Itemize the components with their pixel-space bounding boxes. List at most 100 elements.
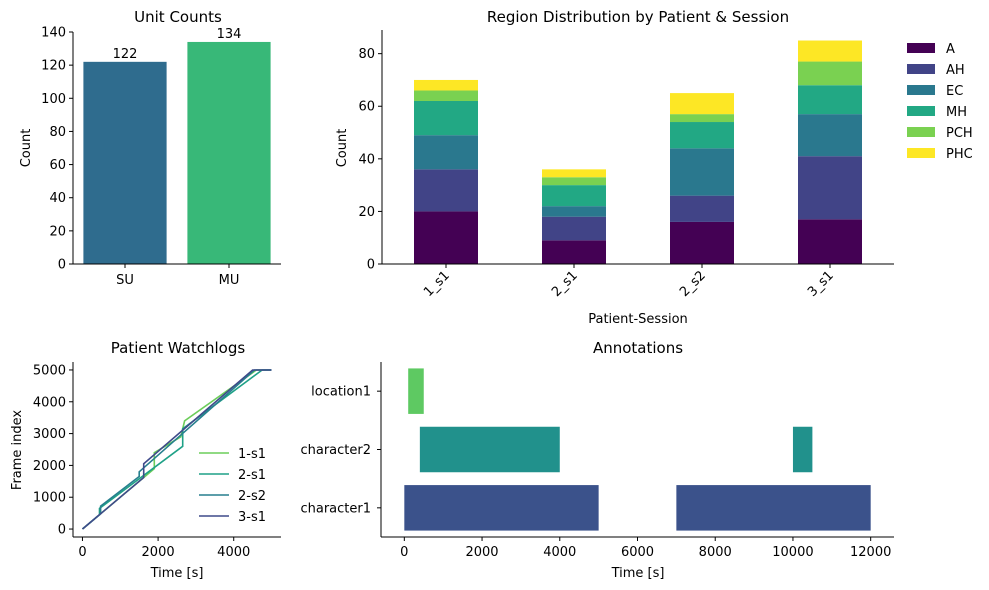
bar-1_s1-ec — [414, 135, 478, 170]
bar-2_s2-phc — [670, 93, 734, 115]
watchlogs-x-label: Time [s] — [150, 566, 204, 581]
y-tick-label: 60 — [358, 100, 375, 115]
bar-2_s2-mh — [670, 122, 734, 149]
patient-watchlogs-chart: Patient Watchlogs 010002000300040005000 … — [10, 339, 281, 581]
region-x-label: Patient-Session — [588, 312, 688, 327]
x-tick-label: 10000 — [772, 545, 813, 560]
legend-swatch-a — [907, 43, 935, 53]
interval-character1 — [404, 485, 599, 531]
legend-label-3-s1: 3-s1 — [238, 510, 266, 525]
y-tick-label: 20 — [358, 205, 375, 220]
bar-3_s1-a — [798, 219, 862, 264]
annotations-title: Annotations — [593, 339, 683, 357]
x-tick-label: 0 — [400, 545, 408, 560]
watchlogs-legend: 1-s1 2-s1 2-s2 3-s1 — [199, 447, 266, 525]
x-tick-label: 3_s1 — [805, 268, 837, 300]
bar-mu — [187, 41, 271, 264]
legend-label-ec: EC — [946, 84, 963, 99]
annotations-chart: Annotations character1 character2 location… — [300, 339, 894, 581]
bar-3_s1-pch — [798, 61, 862, 86]
y-tick-label: 5000 — [33, 363, 66, 378]
bar-2_s2-pch — [670, 114, 734, 123]
bar-1_s1-pch — [414, 90, 478, 101]
y-tick-label: 2000 — [33, 459, 66, 474]
interval-location1 — [408, 368, 424, 414]
legend-label-phc: PHC — [946, 147, 973, 162]
y-tick-label: 100 — [41, 92, 66, 107]
x-tick-label: 2000 — [142, 545, 175, 560]
bar-2_s1-ah — [542, 216, 606, 241]
bar-2_s2-ah — [670, 195, 734, 222]
interval-character2 — [792, 426, 813, 473]
watchlogs-title: Patient Watchlogs — [111, 339, 246, 357]
interval-character2 — [419, 426, 560, 473]
y-tick-label: location1 — [311, 385, 371, 400]
bar-su — [83, 61, 167, 265]
bar-3_s1-mh — [798, 85, 862, 115]
line-3-s1 — [81, 369, 272, 530]
x-tick-label: 2000 — [465, 545, 498, 560]
x-tick-label: MU — [219, 273, 240, 288]
y-tick-label: 120 — [41, 59, 66, 74]
x-tick-label: 2_s1 — [549, 268, 581, 300]
legend-swatch-pch — [907, 127, 935, 137]
legend-swatch-mh — [907, 106, 935, 116]
y-tick-label: 80 — [49, 125, 66, 140]
watchlogs-y-label: Frame index — [10, 410, 25, 491]
bar-1_s1-ah — [414, 169, 478, 212]
y-tick-label: 60 — [49, 158, 66, 173]
bar-3_s1-ec — [798, 114, 862, 157]
y-tick-label: 140 — [41, 26, 66, 41]
x-tick-label: 12000 — [850, 545, 891, 560]
y-tick-label: 80 — [358, 47, 375, 62]
x-tick-label: 8000 — [699, 545, 732, 560]
y-tick-label: character2 — [300, 443, 371, 458]
unit-counts-chart: Unit Counts 122 134 0 20 40 60 80 100 120 140 SU… — [19, 8, 281, 288]
bar-3_s1-phc — [798, 40, 862, 62]
value-label-su: 122 — [113, 47, 138, 62]
bar-3_s1-ah — [798, 156, 862, 220]
x-tick-label: SU — [116, 273, 134, 288]
x-tick-label: 0 — [78, 545, 86, 560]
y-tick-label: 3000 — [33, 427, 66, 442]
legend-label-1-s1: 1-s1 — [238, 447, 266, 462]
legend-label-pch: PCH — [946, 126, 973, 141]
bar-2_s1-phc — [542, 169, 606, 178]
legend-label-2-s2: 2-s2 — [238, 489, 266, 504]
x-tick-label: 4000 — [217, 545, 250, 560]
x-tick-label: 4000 — [543, 545, 576, 560]
bar-2_s1-a — [542, 240, 606, 264]
region-legend: A AH EC MH PCH PHC — [907, 42, 973, 162]
region-y-label: Count — [335, 129, 350, 168]
y-tick-label: character1 — [300, 501, 371, 516]
bar-2_s1-ec — [542, 206, 606, 217]
legend-label-a: A — [946, 42, 955, 57]
annotations-x-label: Time [s] — [611, 566, 665, 581]
bar-1_s1-mh — [414, 100, 478, 136]
x-tick-label: 1_s1 — [421, 268, 453, 300]
bar-2_s2-ec — [670, 148, 734, 196]
y-tick-label: 0 — [367, 258, 375, 273]
legend-label-mh: MH — [946, 105, 967, 120]
bar-2_s1-mh — [542, 185, 606, 207]
y-tick-label: 40 — [358, 152, 375, 167]
region-distribution-chart: Region Distribution by Patient & Session… — [335, 8, 973, 327]
y-tick-label: 1000 — [33, 491, 66, 506]
unit-counts-title: Unit Counts — [134, 8, 222, 26]
legend-label-2-s1: 2-s1 — [238, 468, 266, 483]
bar-2_s2-a — [670, 221, 734, 264]
bar-1_s1-a — [414, 211, 478, 264]
y-tick-label: 20 — [49, 224, 66, 239]
value-label-mu: 134 — [217, 27, 242, 42]
x-tick-label: 6000 — [621, 545, 654, 560]
region-distribution-title: Region Distribution by Patient & Session — [487, 8, 789, 26]
y-tick-label: 0 — [58, 258, 66, 273]
x-tick-label: 2_s2 — [677, 268, 709, 300]
legend-swatch-phc — [907, 148, 935, 158]
y-tick-label: 40 — [49, 191, 66, 206]
bar-1_s1-phc — [414, 79, 478, 91]
legend-swatch-ec — [907, 85, 935, 95]
bar-2_s1-pch — [542, 177, 606, 186]
unit-counts-y-label: Count — [19, 129, 34, 168]
